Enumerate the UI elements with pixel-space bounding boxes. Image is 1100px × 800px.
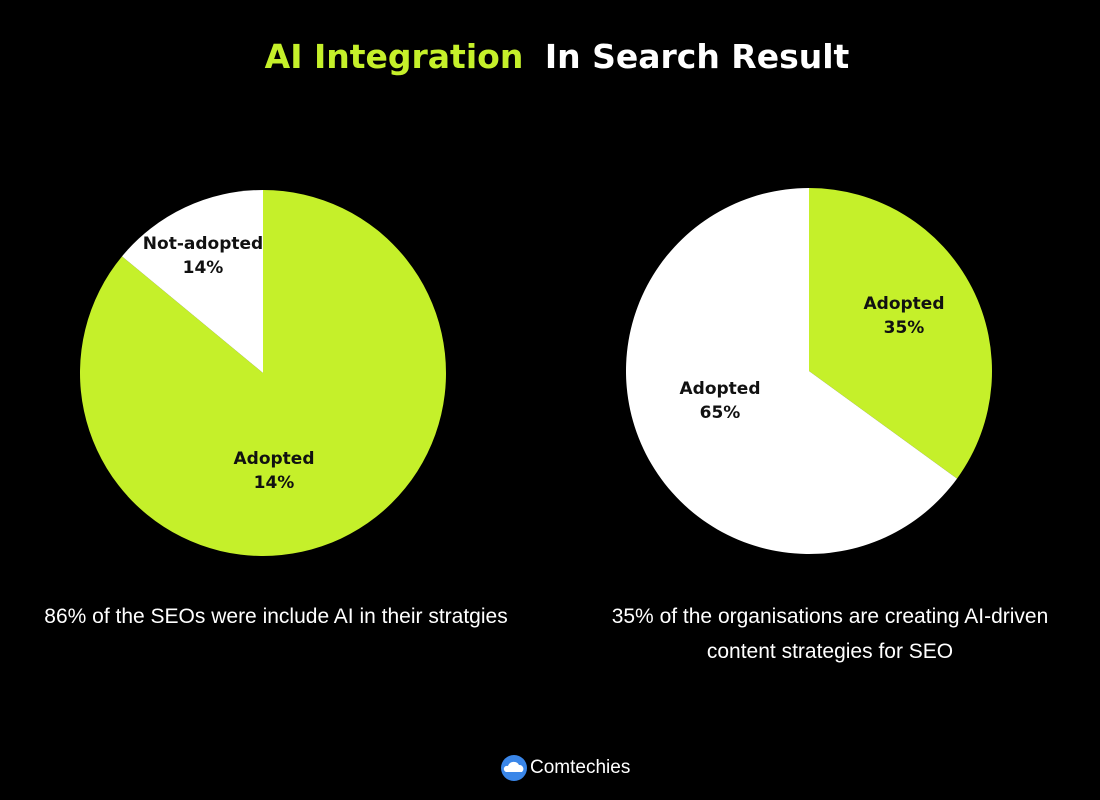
brand: Comtechies [530, 757, 630, 778]
slice-name: Adopted [864, 294, 945, 314]
slice-name: Adopted [234, 449, 315, 469]
logo: Comtechies [501, 755, 630, 781]
title-highlight: AI Integration [265, 37, 524, 76]
slice-percent: 35% [884, 318, 925, 338]
slice-name: Adopted [680, 379, 761, 399]
slice-percent: 14% [183, 258, 224, 278]
slice-percent: 65% [700, 403, 741, 423]
slice-name: Not-adopted [143, 234, 263, 254]
caption: 35% of the organisations are creating AI… [611, 605, 1049, 663]
slice-percent: 14% [254, 473, 295, 493]
title-rest: In Search Result [545, 37, 850, 76]
pie-slice [626, 187, 958, 555]
pie-slice [121, 190, 263, 373]
chart-title: AI Integration In Search Result [265, 37, 850, 76]
logo-cloud [503, 761, 524, 772]
caption: 86% of the SEOs were include AI in their… [44, 605, 508, 628]
pie-slice [809, 188, 992, 479]
